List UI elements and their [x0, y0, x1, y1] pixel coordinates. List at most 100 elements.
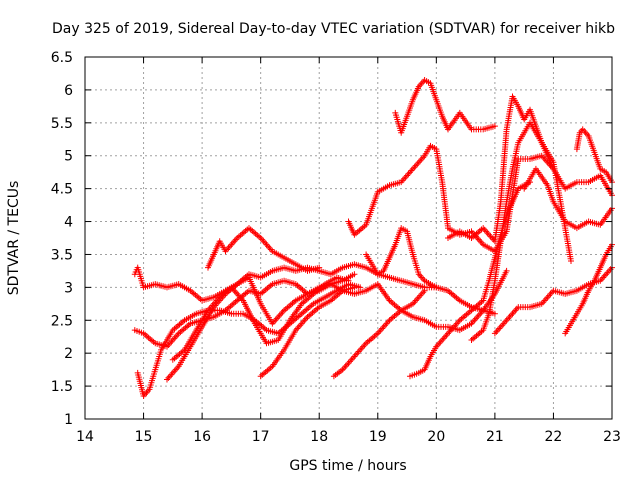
data-point	[421, 277, 428, 284]
data-point	[562, 290, 569, 297]
data-point	[515, 103, 522, 110]
data-point	[345, 277, 352, 284]
data-point	[351, 353, 358, 360]
data-point	[503, 198, 510, 205]
data-point	[398, 225, 405, 232]
data-point	[386, 274, 393, 281]
data-point	[251, 320, 258, 327]
data-point	[193, 327, 200, 334]
data-point	[246, 287, 252, 294]
data-point	[550, 159, 557, 166]
data-point	[404, 228, 411, 235]
data-point	[568, 258, 574, 264]
x-tick-label: 22	[545, 429, 563, 445]
x-tick-label: 16	[193, 429, 211, 445]
data-point	[386, 297, 393, 304]
data-point	[357, 284, 364, 291]
data-point	[131, 327, 138, 334]
data-point	[363, 264, 370, 271]
data-point	[269, 248, 276, 255]
data-point	[597, 165, 604, 172]
y-tick-label: 6.5	[51, 50, 73, 66]
data-point	[292, 327, 299, 334]
data-point	[398, 179, 405, 186]
data-point	[421, 317, 428, 324]
data-point	[597, 172, 604, 179]
y-tick-label: 3	[64, 280, 73, 296]
data-point	[409, 251, 416, 258]
data-point	[152, 366, 159, 373]
data-point	[421, 77, 428, 83]
data-point	[392, 241, 399, 248]
data-point	[509, 198, 516, 205]
data-point	[585, 287, 592, 294]
data-point	[363, 221, 370, 228]
data-point	[550, 198, 557, 205]
data-point	[345, 218, 352, 225]
data-point	[491, 254, 498, 261]
data-point	[363, 251, 370, 258]
data-point	[456, 327, 463, 334]
series-layer	[131, 77, 615, 399]
data-point	[286, 317, 293, 324]
data-point	[491, 248, 498, 255]
data-point	[187, 320, 194, 327]
plot-frame	[84, 56, 613, 420]
data-point	[351, 261, 358, 268]
data-point	[445, 330, 451, 337]
data-point	[573, 179, 580, 186]
data-point	[550, 287, 557, 294]
tick-layer: 14 15 16 17 18 19 20 21 22 23 1 1.5 2 2.5 3 3.5 4 4.5 5 5.5…	[51, 50, 621, 445]
data-point	[407, 373, 413, 380]
data-point	[134, 264, 141, 271]
data-point	[491, 330, 498, 337]
data-point	[140, 284, 147, 291]
data-point	[415, 369, 422, 376]
data-point	[205, 307, 211, 314]
data-point	[316, 304, 323, 311]
data-point	[351, 231, 358, 238]
data-point	[292, 261, 299, 268]
data-point	[164, 284, 170, 291]
data-point	[330, 373, 337, 380]
y-axis-label: SDTVAR / TECUs	[6, 181, 22, 296]
data-point	[257, 373, 264, 380]
data-point	[269, 267, 276, 274]
data-point	[322, 281, 329, 288]
data-point	[134, 369, 141, 376]
data-point	[304, 267, 311, 274]
data-point	[562, 225, 569, 232]
y-tick-label: 4	[64, 215, 73, 231]
data-point	[544, 182, 551, 189]
data-point	[298, 310, 305, 317]
data-point	[398, 277, 405, 284]
data-point	[281, 277, 288, 284]
data-point	[480, 225, 487, 232]
data-point	[281, 254, 288, 261]
x-tick-label: 18	[310, 429, 328, 445]
data-point	[240, 297, 247, 304]
data-point	[327, 297, 334, 304]
data-point	[228, 284, 235, 291]
y-tick-label: 6	[64, 83, 73, 99]
data-point	[456, 297, 463, 304]
data-point	[257, 235, 264, 241]
y-tick-label: 3.5	[51, 247, 73, 263]
data-point	[409, 96, 416, 103]
data-point	[597, 221, 604, 228]
data-point	[497, 238, 504, 245]
data-point	[445, 225, 451, 232]
series-arc-8	[330, 287, 428, 380]
data-point	[421, 152, 428, 159]
data-point	[415, 83, 422, 90]
data-point	[515, 156, 522, 162]
data-point	[491, 277, 498, 284]
data-point	[480, 126, 487, 133]
data-point	[339, 366, 346, 373]
data-point	[228, 310, 235, 317]
data-point	[427, 281, 434, 288]
data-point	[538, 152, 545, 159]
series-arc-11	[392, 77, 498, 136]
data-point	[339, 264, 346, 271]
